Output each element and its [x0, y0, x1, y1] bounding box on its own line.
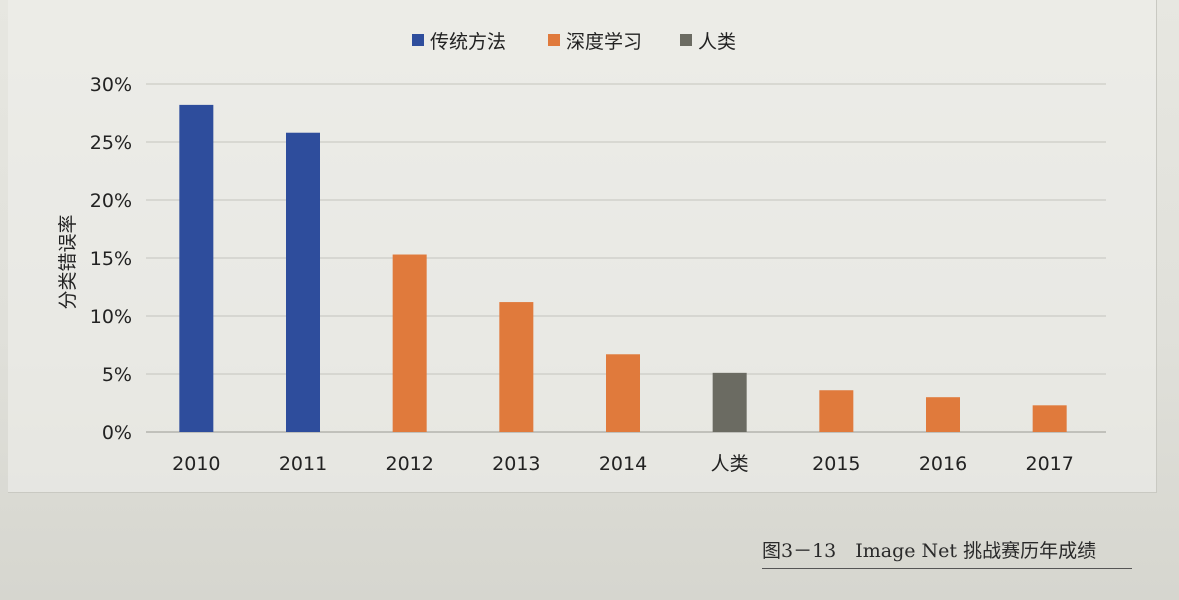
x-axis-categories: 2010 2011 2012 2013 2014 人类 2015 2016 2017	[172, 453, 1074, 475]
x-category-label: 2017	[1025, 453, 1073, 475]
bar-2016	[926, 397, 960, 432]
x-category-label: 2014	[599, 453, 647, 475]
y-axis-label: 分类错误率	[57, 214, 79, 309]
legend-label: 深度学习	[566, 31, 642, 53]
x-category-label: 2016	[919, 453, 967, 475]
bar-2012	[393, 255, 427, 432]
legend-swatch	[548, 34, 560, 46]
bar-人类	[713, 373, 747, 432]
legend-label: 传统方法	[430, 31, 506, 53]
y-tick-label: 30%	[90, 74, 132, 96]
bars	[179, 105, 1066, 432]
bar-2015	[819, 390, 853, 432]
y-axis-ticks: 0% 5% 10% 15% 20% 25% 30%	[90, 74, 132, 444]
y-tick-label: 5%	[102, 364, 132, 386]
y-tick-label: 15%	[90, 248, 132, 270]
caption-underline	[762, 568, 1132, 569]
legend: 传统方法 深度学习 人类	[412, 31, 736, 53]
x-category-label: 2012	[385, 453, 433, 475]
chart-panel: 0% 5% 10% 15% 20% 25% 30% 2010 2011 2012 2013 2014…	[8, 0, 1157, 493]
bar-2017	[1033, 405, 1067, 432]
y-tick-label: 25%	[90, 132, 132, 154]
figure-caption: 图3－13 Image Net 挑战赛历年成绩	[762, 536, 1096, 563]
x-category-label: 2010	[172, 453, 220, 475]
bar-2011	[286, 133, 320, 432]
x-category-label: 人类	[711, 453, 749, 475]
bar-2013	[499, 302, 533, 432]
x-category-label: 2013	[492, 453, 540, 475]
bar-2010	[179, 105, 213, 432]
legend-swatch	[680, 34, 692, 46]
x-category-label: 2015	[812, 453, 860, 475]
y-tick-label: 0%	[102, 422, 132, 444]
bar-chart: 0% 5% 10% 15% 20% 25% 30% 2010 2011 2012 2013 2014…	[8, 0, 1156, 492]
x-category-label: 2011	[279, 453, 327, 475]
y-tick-label: 10%	[90, 306, 132, 328]
y-tick-label: 20%	[90, 190, 132, 212]
legend-label: 人类	[698, 31, 736, 53]
bar-2014	[606, 354, 640, 432]
legend-swatch	[412, 34, 424, 46]
